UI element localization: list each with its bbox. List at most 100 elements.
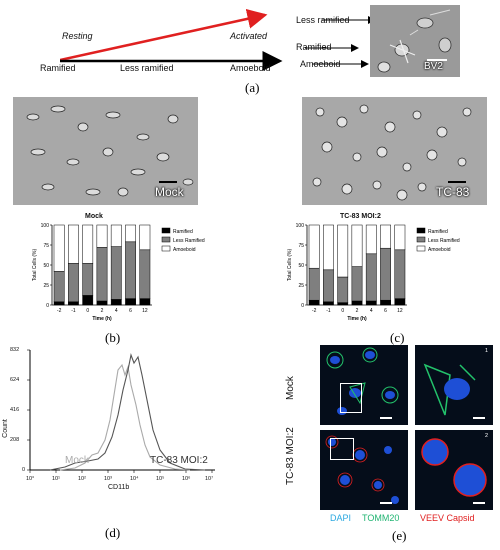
inset-number-1: 1 bbox=[485, 348, 489, 354]
y-tick-416: 416 bbox=[10, 407, 20, 413]
bar-segment bbox=[380, 224, 391, 249]
scale-bar bbox=[380, 502, 392, 504]
bar-segment bbox=[351, 266, 363, 302]
y-tick-208: 208 bbox=[10, 437, 20, 443]
tc83-scale-bar bbox=[448, 181, 466, 183]
if-mock-zoom: 1 bbox=[415, 345, 493, 425]
y-tick-label: 100 bbox=[41, 223, 50, 229]
bar-segment bbox=[139, 224, 151, 251]
activation-arrow bbox=[60, 8, 268, 62]
bar-segment bbox=[82, 295, 94, 306]
legend-swatch bbox=[416, 245, 426, 252]
row-label-mock: Mock bbox=[285, 376, 296, 400]
legend-veev-label: VEEV Capsid bbox=[420, 513, 475, 523]
bar-segment bbox=[139, 298, 151, 306]
y-tick-label: 50 bbox=[43, 263, 49, 269]
tc83-bar-chart: TC-83 MOI:2 0 25 50 75 100 Total Cells (%) -2 -… bbox=[285, 213, 500, 328]
bar-segment bbox=[380, 299, 391, 306]
x-tick-3: 10³ bbox=[104, 476, 112, 482]
mock-image-tag: Mock bbox=[155, 185, 184, 199]
legend-label: Amoeboid bbox=[428, 247, 451, 253]
tc83-micrograph: TC-83 bbox=[302, 97, 487, 205]
x-tick-label: 4 bbox=[370, 308, 373, 314]
bar-segment bbox=[337, 302, 349, 306]
x-tick-label: 2 bbox=[356, 308, 359, 314]
bar-segment bbox=[82, 263, 94, 296]
x-tick-label: 0 bbox=[86, 308, 89, 314]
stage-ramified: Ramified bbox=[40, 63, 76, 73]
caption-c: (c) bbox=[390, 330, 405, 345]
legend-label: Ramified bbox=[173, 229, 193, 235]
bar-segment bbox=[125, 224, 136, 243]
bar-segment bbox=[337, 224, 349, 278]
chart-plot: 0 25 50 75 100 Total Cells (%) -2 -1 0 2 4 6 12 Time … bbox=[32, 223, 205, 322]
bar-segment bbox=[365, 253, 377, 302]
flow-histogram bbox=[27, 349, 215, 473]
bar-segment bbox=[82, 224, 94, 264]
bar-segment bbox=[53, 301, 65, 306]
legend-swatch bbox=[161, 236, 171, 243]
y-tick-label: 25 bbox=[298, 283, 304, 289]
mock-bar-chart: Mock 0 25 50 75 100 Total Cells (%) -2 -1 0 2 4 6 12… bbox=[30, 213, 260, 328]
stage-less-ramified: Less ramified bbox=[120, 63, 174, 73]
bar-segment bbox=[53, 271, 65, 303]
legend-dapi-label: DAPI bbox=[330, 513, 352, 523]
mock-curve-label: Mock bbox=[65, 455, 89, 466]
caption-b: (b) bbox=[105, 330, 121, 345]
bar-segment bbox=[323, 224, 334, 271]
x-tick-5: 10⁵ bbox=[156, 476, 165, 482]
bar-segment bbox=[53, 224, 65, 272]
bar-segment bbox=[323, 269, 334, 303]
bar-segment bbox=[394, 298, 406, 306]
y-axis-label: Total Cells (%) bbox=[32, 249, 38, 282]
bar-segment bbox=[351, 300, 363, 306]
x-tick-2: 10² bbox=[78, 476, 86, 482]
bar-segment bbox=[365, 300, 377, 306]
y-tick-label: 75 bbox=[298, 243, 304, 249]
if-mock-overview bbox=[320, 345, 408, 425]
inset-box-2 bbox=[330, 438, 354, 460]
x-tick-label: 12 bbox=[142, 308, 148, 314]
bv2-cells bbox=[377, 9, 452, 73]
y-tick-832: 832 bbox=[10, 347, 20, 353]
legend-swatch bbox=[161, 245, 171, 252]
legend-label: Ramified bbox=[428, 229, 448, 235]
y-tick-0: 0 bbox=[22, 467, 26, 473]
bar-segment bbox=[394, 224, 406, 251]
if-mock-zoom-cell bbox=[423, 363, 476, 416]
mock-micrograph: Mock bbox=[13, 97, 198, 205]
legend-label: Less Ramified bbox=[173, 238, 205, 244]
y-axis-label: Count bbox=[1, 419, 9, 438]
y-tick-label: 25 bbox=[43, 283, 49, 289]
bar-segment bbox=[125, 298, 136, 306]
legend-swatch bbox=[416, 227, 426, 234]
inset-label-ramified: Ramified bbox=[296, 42, 332, 52]
y-tick-label: 100 bbox=[296, 223, 305, 229]
row-label-tc83: TC-83 MOI:2 bbox=[285, 427, 296, 485]
inset-number-2: 2 bbox=[485, 433, 489, 439]
x-tick-4: 10⁴ bbox=[130, 476, 139, 482]
bar-segment bbox=[139, 249, 151, 299]
activation-diagram bbox=[60, 8, 376, 71]
inset-label-less-ramified: Less ramified bbox=[296, 15, 350, 25]
bar-segment bbox=[110, 299, 122, 306]
x-tick-label: -2 bbox=[312, 308, 317, 314]
bar-segment bbox=[125, 241, 136, 299]
if-mock-cells bbox=[326, 347, 399, 415]
bar-segment bbox=[110, 246, 122, 300]
bar-segment bbox=[323, 301, 334, 306]
tc83-image-tag: TC-83 bbox=[436, 185, 470, 199]
legend-tomm20: TOMM20 bbox=[362, 513, 399, 523]
y-tick-624: 624 bbox=[10, 377, 20, 383]
bar-segment bbox=[110, 224, 122, 247]
legend-swatch bbox=[161, 227, 171, 234]
tc83-curve-label: TC-83 MOI:2 bbox=[150, 455, 208, 466]
x-tick-7: 10⁷ bbox=[205, 476, 214, 482]
activated-label: Activated bbox=[230, 31, 268, 41]
if-tc83-overview bbox=[320, 430, 408, 510]
bar-segment bbox=[337, 276, 349, 303]
x-axis-label: CD11b bbox=[108, 484, 130, 491]
chart-title: Mock bbox=[85, 213, 103, 220]
y-tick-label: 50 bbox=[298, 263, 304, 269]
legend-label: Less Ramified bbox=[428, 238, 460, 244]
